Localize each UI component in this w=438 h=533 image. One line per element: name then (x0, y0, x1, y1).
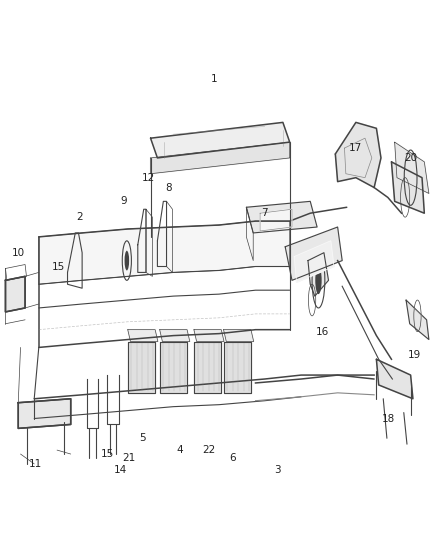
Polygon shape (18, 399, 71, 429)
Polygon shape (128, 330, 158, 342)
Polygon shape (5, 277, 25, 312)
Text: 10: 10 (12, 248, 25, 257)
Polygon shape (151, 123, 290, 158)
Text: 17: 17 (349, 143, 363, 153)
Text: 15: 15 (52, 262, 65, 271)
Polygon shape (194, 342, 221, 393)
Text: 14: 14 (113, 465, 127, 475)
Text: 1: 1 (211, 74, 218, 84)
Polygon shape (223, 330, 254, 342)
Text: 9: 9 (121, 196, 127, 206)
Polygon shape (294, 241, 334, 282)
Text: 4: 4 (177, 445, 184, 455)
Text: 11: 11 (29, 459, 42, 469)
Text: 20: 20 (404, 153, 417, 163)
Polygon shape (260, 209, 292, 231)
Text: 18: 18 (382, 414, 396, 424)
Polygon shape (392, 162, 424, 213)
Text: 5: 5 (139, 433, 146, 443)
Text: 22: 22 (202, 445, 215, 455)
Text: 6: 6 (230, 453, 236, 463)
Polygon shape (308, 253, 328, 296)
Polygon shape (376, 359, 413, 399)
Polygon shape (194, 330, 224, 342)
Text: 7: 7 (261, 208, 268, 218)
Polygon shape (285, 227, 342, 280)
Polygon shape (39, 221, 290, 284)
Polygon shape (223, 342, 251, 393)
Circle shape (315, 266, 321, 294)
Polygon shape (336, 123, 381, 188)
Polygon shape (160, 330, 190, 342)
Text: 2: 2 (77, 212, 83, 222)
Text: 21: 21 (122, 453, 135, 463)
Text: 3: 3 (274, 465, 281, 475)
Polygon shape (247, 201, 317, 233)
Text: 19: 19 (408, 350, 421, 360)
Polygon shape (151, 142, 290, 174)
Text: 16: 16 (315, 327, 329, 337)
Circle shape (124, 251, 129, 270)
Polygon shape (395, 142, 429, 193)
Polygon shape (128, 342, 155, 393)
Text: 8: 8 (166, 182, 172, 192)
Text: 15: 15 (101, 449, 114, 459)
Polygon shape (406, 300, 429, 340)
Polygon shape (160, 342, 187, 393)
Text: 12: 12 (141, 173, 155, 183)
